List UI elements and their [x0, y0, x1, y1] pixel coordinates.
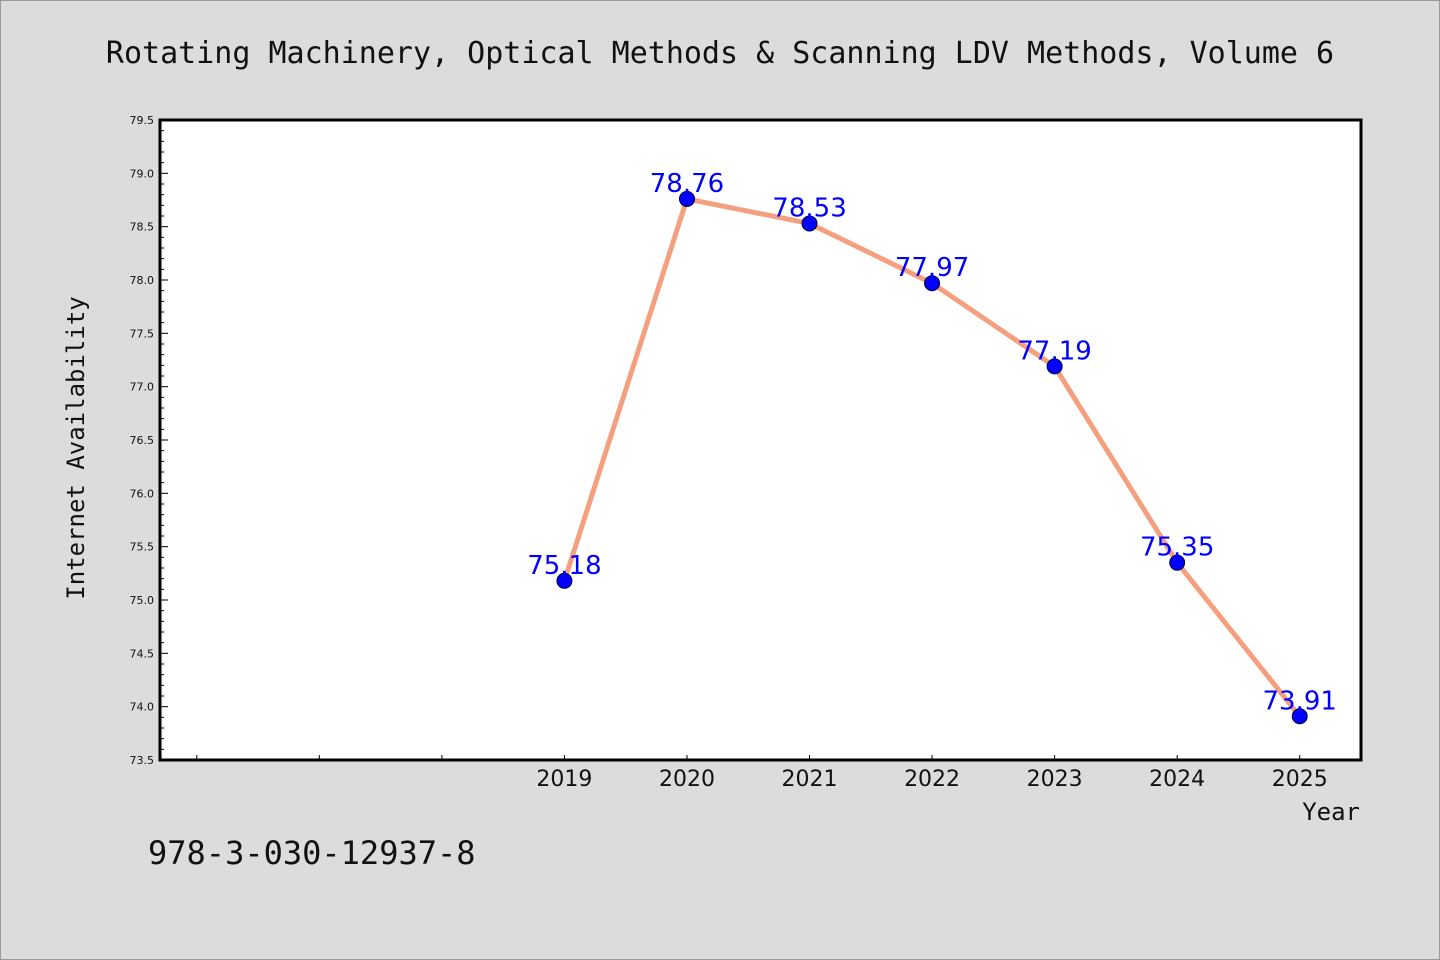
x-tick-label: 2021 [782, 767, 838, 792]
chart-title: Rotating Machinery, Optical Methods & Sc… [106, 36, 1334, 71]
x-axis-label: Year [1302, 798, 1360, 826]
data-label: 78.76 [650, 169, 724, 199]
data-label: 78.53 [772, 193, 846, 223]
y-tick-label: 77.0 [130, 381, 155, 394]
y-tick-label: 74.5 [130, 647, 155, 660]
y-axis: 73.5 74.0 74.5 75.0 75.5 76.0 76.5 77.0 77.5 78.0… [130, 114, 168, 767]
y-tick-label: 75.0 [130, 594, 155, 607]
y-tick-label: 79.5 [130, 114, 155, 127]
x-tick-label: 2025 [1272, 767, 1328, 792]
y-tick-label: 78.5 [130, 221, 155, 234]
y-tick-label: 75.5 [130, 541, 155, 554]
y-tick-label: 73.5 [130, 754, 155, 767]
x-tick-label: 2023 [1027, 767, 1083, 792]
y-tick-label: 79.0 [130, 167, 155, 180]
x-axis: 2019 2020 2021 2022 2023 2024 2025 [196, 755, 1328, 792]
data-point [556, 572, 573, 589]
data-label: 73.91 [1263, 686, 1337, 716]
data-point [1291, 708, 1308, 725]
data-point [801, 215, 818, 232]
data-point [924, 275, 941, 292]
data-point [1169, 554, 1186, 571]
y-tick-label: 77.5 [130, 327, 155, 340]
y-tick-label: 78.0 [130, 274, 155, 287]
data-point [1046, 358, 1063, 375]
y-tick-label: 76.5 [130, 434, 155, 447]
data-point [678, 190, 695, 207]
data-label: 75.18 [527, 551, 601, 581]
data-label: 75.35 [1140, 533, 1214, 563]
isbn-footnote: 978-3-030-12937-8 [148, 834, 476, 872]
series-layer: 75.18 78.76 78.53 77.97 77.19 75.35 73.91 [527, 169, 1337, 725]
data-label: 77.19 [1017, 336, 1091, 366]
y-tick-label: 76.0 [130, 487, 155, 500]
x-tick-label: 2020 [659, 767, 715, 792]
plot-area [158, 118, 1363, 762]
y-tick-label: 74.0 [130, 701, 155, 714]
x-tick-label: 2024 [1149, 767, 1205, 792]
data-label: 77.97 [895, 253, 969, 283]
x-tick-label: 2022 [904, 767, 960, 792]
x-tick-label: 2019 [536, 767, 592, 792]
y-axis-label: Internet Availability [62, 296, 90, 599]
